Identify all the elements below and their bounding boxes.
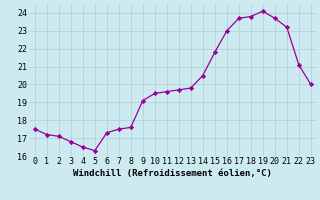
X-axis label: Windchill (Refroidissement éolien,°C): Windchill (Refroidissement éolien,°C) [73,169,272,178]
